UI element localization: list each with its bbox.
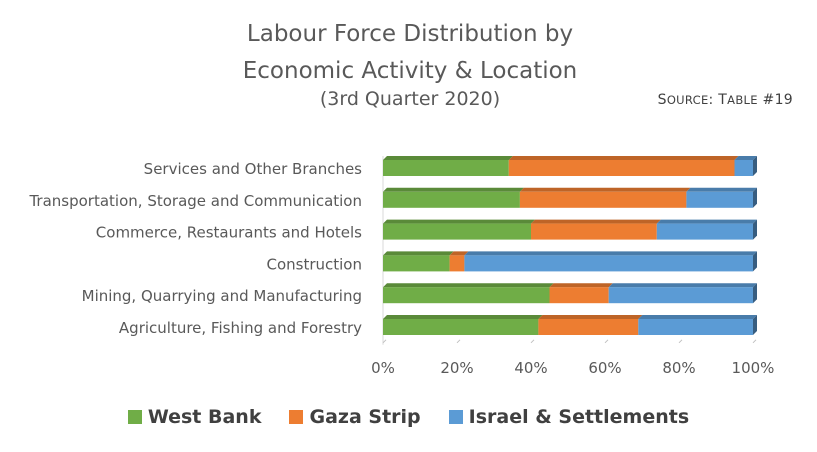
bar-top-israel-settlements	[608, 283, 757, 288]
source-num: #19	[757, 92, 793, 108]
x-tick-mark	[678, 339, 683, 344]
x-tick-label: 0%	[371, 359, 395, 377]
legend-item-west-bank: West Bank	[127, 406, 262, 428]
bar-side	[753, 219, 757, 240]
x-tick-label: 60%	[588, 359, 621, 377]
bar-top-israel-settlements	[734, 156, 757, 160]
x-tick-label: 20%	[440, 359, 473, 377]
bar-side	[753, 315, 757, 335]
legend-label-gaza-strip: Gaza Strip	[309, 406, 421, 428]
bar-top-gaza-strip	[508, 156, 739, 160]
legend-item-gaza-strip: Gaza Strip	[289, 406, 421, 428]
bar-top-israel-settlements	[686, 187, 757, 192]
bar-gaza-strip	[538, 319, 639, 335]
bar-israel-settlements	[608, 287, 753, 304]
bar-side	[753, 251, 757, 272]
x-tick-label: 100%	[732, 359, 775, 377]
legend: West Bank Gaza Strip Israel & Settlement…	[0, 406, 817, 428]
legend-label-israel-settlements: Israel & Settlements	[468, 406, 690, 428]
bar-side	[753, 283, 757, 304]
bar-top-israel-settlements	[656, 219, 757, 224]
x-tick-label: 80%	[662, 359, 695, 377]
bar-gaza-strip	[449, 255, 465, 272]
source-sep: :	[708, 92, 719, 108]
bar-west-bank	[383, 319, 539, 335]
x-tick-mark	[604, 339, 609, 344]
bar-top-gaza-strip	[549, 283, 613, 288]
source-ource: ource	[666, 93, 709, 107]
bar-gaza-strip	[531, 223, 657, 240]
bar-israel-settlements	[734, 160, 753, 176]
bar-top-gaza-strip	[531, 219, 661, 224]
x-tick-mark	[530, 339, 535, 344]
legend-swatch-west-bank	[127, 410, 142, 424]
bar-gaza-strip	[519, 191, 687, 208]
category-label: Services and Other Branches	[144, 160, 363, 178]
bar-top-gaza-strip	[519, 187, 691, 192]
bar-israel-settlements	[686, 191, 753, 208]
bar-top-west-bank	[383, 315, 543, 319]
bar-top-west-bank	[383, 219, 535, 224]
bar-top-gaza-strip	[538, 315, 643, 319]
category-label: Commerce, Restaurants and Hotels	[96, 224, 362, 242]
x-tick-mark	[382, 339, 387, 344]
bar-gaza-strip	[508, 160, 735, 176]
source-able: able	[727, 93, 758, 107]
bar-top-west-bank	[383, 187, 524, 192]
bar-top-israel-settlements	[638, 315, 757, 319]
legend-swatch-gaza-strip	[289, 410, 304, 424]
bar-israel-settlements	[656, 223, 753, 240]
source-note: Source: Table #19	[658, 92, 793, 108]
bar-west-bank	[383, 160, 509, 176]
bar-top-west-bank	[383, 156, 513, 160]
legend-label-west-bank: West Bank	[147, 406, 262, 428]
bar-top-gaza-strip	[449, 251, 469, 256]
x-tick-mark	[752, 339, 757, 344]
category-label: Mining, Quarrying and Manufacturing	[82, 287, 362, 305]
chart-subtitle: (3rd Quarter 2020)	[319, 88, 501, 110]
bar-side	[753, 156, 757, 176]
bar-gaza-strip	[549, 287, 609, 304]
legend-swatch-israel-settlements	[448, 410, 463, 424]
category-label: Agriculture, Fishing and Forestry	[119, 319, 362, 337]
chart-title-line-2: Economic Activity & Location	[242, 58, 578, 84]
bar-top-west-bank	[383, 251, 454, 256]
bar-west-bank	[383, 287, 550, 304]
bar-israel-settlements	[464, 255, 753, 272]
bar-top-israel-settlements	[464, 251, 757, 256]
bar-israel-settlements	[638, 319, 753, 335]
source-s: S	[657, 92, 667, 108]
x-tick-mark	[456, 339, 461, 344]
category-label: Construction	[266, 255, 362, 273]
legend-item-israel-settlements: Israel & Settlements	[448, 406, 690, 428]
bar-west-bank	[383, 223, 531, 240]
category-label: Transportation, Storage and Communicatio…	[28, 192, 362, 210]
x-tick-label: 40%	[514, 359, 547, 377]
bar-side	[753, 187, 757, 208]
source-t: T	[718, 92, 728, 108]
bar-top-west-bank	[383, 283, 554, 288]
bar-west-bank	[383, 255, 450, 272]
bar-west-bank	[383, 191, 520, 208]
chart-title-line-1: Labour Force Distribution by	[246, 21, 574, 47]
